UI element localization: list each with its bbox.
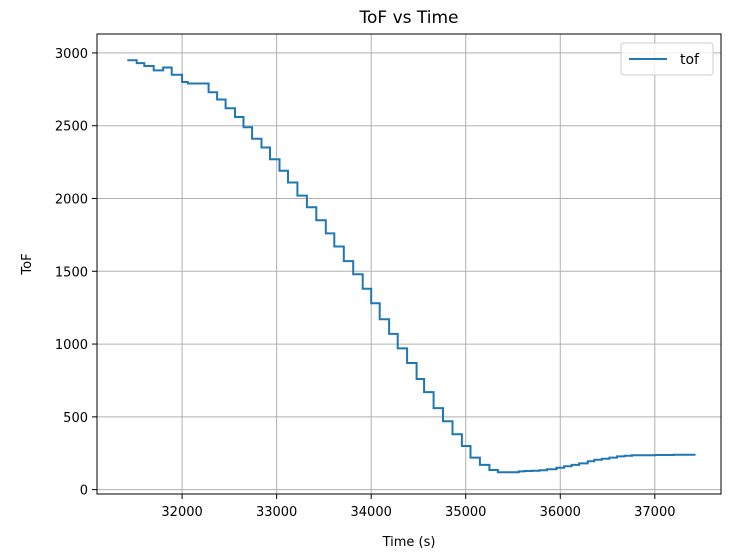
- y-axis: 0 500 1000 1500 2000 2500 3000: [55, 47, 97, 499]
- x-axis-label: Time (s): [382, 535, 436, 550]
- y-tick-label: 1500: [55, 265, 88, 280]
- x-axis: 32000 33000 34000 35000 36000 37000: [161, 494, 675, 520]
- y-tick-label: 3000: [55, 47, 88, 62]
- x-tick-label: 37000: [634, 505, 675, 520]
- axes-frame: [96, 33, 722, 495]
- x-tick-label: 34000: [351, 505, 392, 520]
- y-tick-label: 1000: [55, 338, 88, 353]
- grid: [97, 34, 721, 494]
- y-tick-label: 2000: [55, 192, 88, 207]
- series-line-tof: [127, 59, 696, 474]
- x-tick-label: 35000: [445, 505, 486, 520]
- x-tick-label: 32000: [161, 505, 202, 520]
- legend: tof: [620, 42, 714, 76]
- legend-label-tof: tof: [680, 52, 700, 68]
- y-tick-label: 500: [63, 411, 88, 426]
- x-tick-label: 33000: [256, 505, 297, 520]
- y-axis-label: ToF: [20, 253, 35, 275]
- chart-title: ToF vs Time: [358, 8, 458, 28]
- y-tick-label: 2500: [55, 120, 88, 135]
- y-tick-label: 0: [80, 484, 88, 499]
- plot-area: [127, 59, 696, 474]
- x-tick-label: 36000: [540, 505, 581, 520]
